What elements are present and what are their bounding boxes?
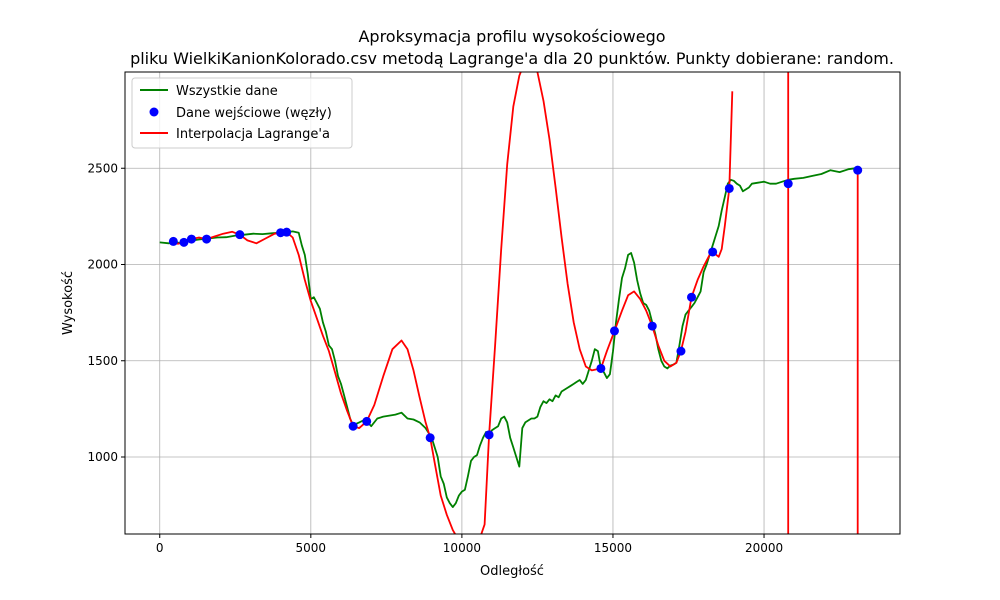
data-point-node	[783, 179, 793, 189]
series-line-all-data	[159, 167, 855, 509]
chart-title: Aproksymacja profilu wysokościowego	[358, 27, 665, 46]
x-tick-label: 10000	[443, 541, 481, 555]
data-point-node	[724, 183, 734, 193]
x-tick-label: 0	[156, 541, 164, 555]
data-point-node	[708, 247, 718, 257]
grid	[125, 72, 900, 534]
data-point-node	[362, 416, 372, 426]
x-tick-label: 20000	[745, 541, 783, 555]
data-point-node	[425, 433, 435, 443]
y-tick-label: 1500	[87, 354, 118, 368]
data-point-node	[168, 236, 178, 246]
data-point-node	[235, 230, 245, 240]
x-tick-label: 15000	[594, 541, 632, 555]
data-point-node	[484, 430, 494, 440]
data-point-node	[647, 321, 657, 331]
data-point-node	[853, 165, 863, 175]
data-point-node	[202, 234, 212, 244]
plot-frame	[124, 71, 901, 535]
chart-subtitle: pliku WielkiKanionKolorado.csv metodą La…	[130, 49, 894, 68]
legend-label-nodes: Dane wejściowe (węzły)	[176, 106, 332, 121]
legend-label-lagrange: Interpolacja Lagrange'a	[176, 127, 330, 142]
data-point-node	[179, 237, 189, 247]
data-point-node	[687, 292, 697, 302]
axis-ticks: 0 5000 10000 15000 20000 1000 1500 2000 2500	[87, 161, 783, 555]
plot-series	[159, 72, 863, 534]
legend-label-all-data: Wszystkie dane	[176, 84, 278, 99]
data-point-node	[676, 346, 686, 356]
data-point-node	[348, 421, 358, 431]
x-tick-label: 5000	[296, 541, 327, 555]
data-point-node	[596, 363, 606, 373]
x-axis-label: Odległość	[480, 564, 544, 579]
y-tick-label: 2000	[87, 258, 118, 272]
legend: Wszystkie dane Dane wejściowe (węzły) In…	[131, 77, 353, 149]
legend-box	[131, 77, 353, 149]
data-point-node	[609, 326, 619, 336]
y-tick-label: 1000	[87, 450, 118, 464]
legend-swatch-nodes	[149, 107, 159, 117]
data-point-node	[282, 227, 292, 237]
data-point-node	[186, 234, 196, 244]
y-axis-label: Wysokość	[61, 271, 76, 335]
y-tick-label: 2500	[87, 161, 118, 175]
